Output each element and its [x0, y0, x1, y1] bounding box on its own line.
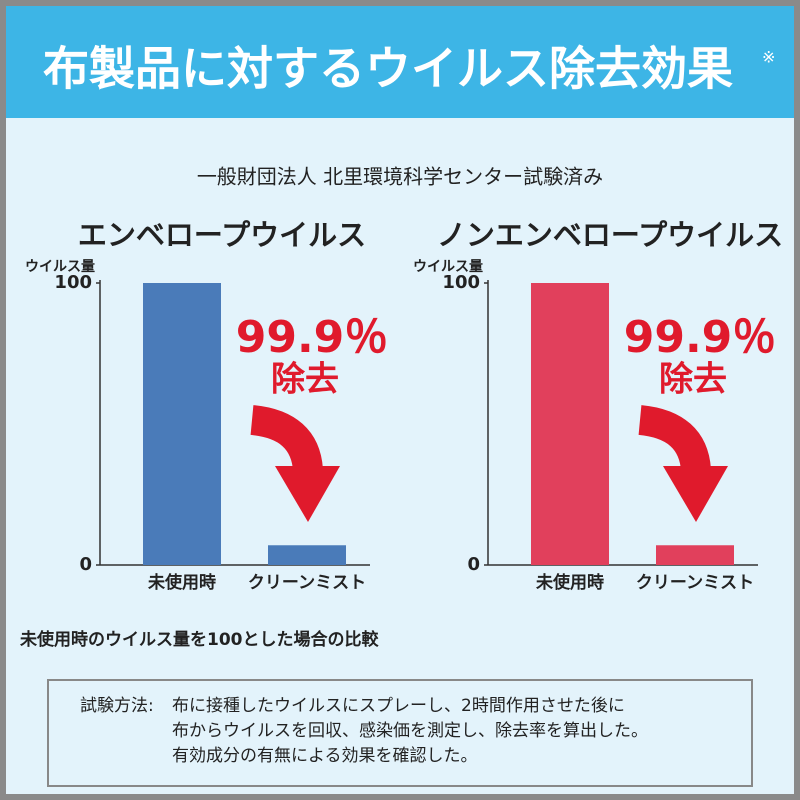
x-tick-label: クリーンミスト: [248, 573, 366, 593]
y-axis-label: ウイルス量: [25, 259, 95, 275]
subtitle: 一般財団法人 北里環境科学センター試験済み: [197, 165, 603, 189]
x-tick-label: 未使用時: [535, 572, 604, 593]
header: [6, 6, 794, 118]
bar: [531, 283, 609, 565]
y-axis-label: ウイルス量: [413, 259, 483, 275]
y-tick-label: 0: [79, 554, 92, 575]
bar: [268, 545, 346, 565]
arrow-shaft: [250, 405, 323, 472]
arrow-head: [663, 466, 728, 522]
method-line: 有効成分の有無による効果を確認した。: [172, 746, 478, 766]
x-tick-label: 未使用時: [147, 572, 216, 593]
annotation: 99.9％: [236, 312, 389, 363]
chart-title: ノンエンベロープウイルス: [437, 218, 783, 252]
annotation: 99.9％: [624, 312, 777, 363]
chart-title: エンベロープウイルス: [78, 218, 366, 252]
method-line: 布に接種したウイルスにスプレーし、2時間作用させた後に: [172, 696, 625, 716]
method-line: 布からウイルスを回収、感染価を測定し、除去率を算出した。: [172, 721, 648, 741]
background: [6, 6, 794, 794]
annotation-sub: 除去: [271, 360, 339, 400]
x-tick-label: クリーンミスト: [636, 573, 754, 593]
footnote: 未使用時のウイルス量を100とした場合の比較: [19, 629, 379, 650]
y-tick-label: 0: [467, 554, 480, 575]
title-mark: ※: [762, 48, 775, 67]
method-box: [47, 679, 753, 787]
annotation-sub: 除去: [659, 360, 727, 400]
bar: [656, 545, 734, 565]
method-label: 試験方法:: [80, 696, 154, 716]
arrow-shaft: [638, 405, 711, 472]
bar: [143, 283, 221, 565]
y-tick-label: 100: [54, 272, 92, 293]
arrow-head: [275, 466, 340, 522]
y-tick-label: 100: [442, 272, 480, 293]
title: 布製品に対するウイルス除去効果: [43, 42, 733, 96]
